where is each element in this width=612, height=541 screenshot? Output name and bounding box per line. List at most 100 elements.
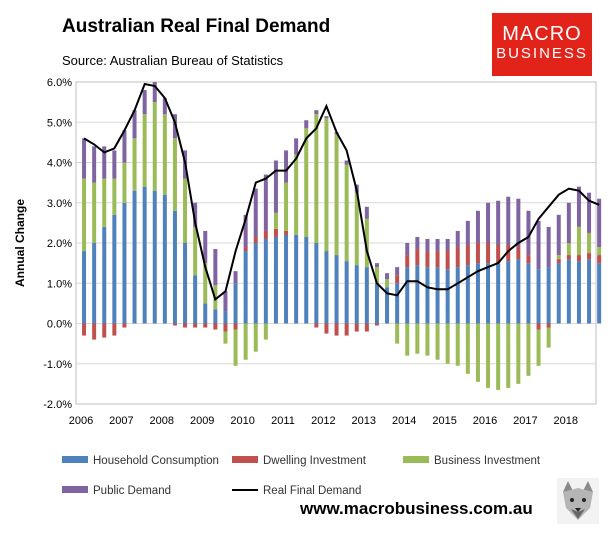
bar-business [445,323,450,364]
bar-dwelling [395,275,400,284]
bar-household [435,267,440,324]
bar-public [465,220,470,246]
bar-business [162,114,167,195]
bar-business [82,178,87,252]
bar-business [425,323,430,356]
x-tick-label: 2017 [513,415,537,427]
bar-business [324,118,329,252]
bar-business [435,323,440,360]
bar-business [354,192,359,266]
bar-household [445,269,450,324]
bar-household [395,283,400,324]
bar-business [142,114,147,187]
bar-household [576,261,581,324]
bar-dwelling [92,323,97,340]
legend-swatch-public [62,486,88,493]
y-tick-label: 2.0% [47,238,72,250]
bar-business [475,323,480,382]
bar-dwelling [435,251,440,268]
bar-dwelling [233,323,238,330]
wolf-mascot-icon [557,478,599,524]
bar-household [405,267,410,324]
bar-business [243,323,248,360]
bar-business [455,323,460,366]
bar-household [536,269,541,324]
x-tick-label: 2009 [190,415,214,427]
bar-public [516,198,521,248]
legend-label: Dwelling Investment [263,455,367,467]
x-tick-label: 2012 [311,415,335,427]
y-tick-label: 1.0% [47,278,72,290]
bar-business [122,162,127,203]
bar-household [193,275,198,324]
bar-household [364,267,369,324]
footer-url[interactable]: www.macrobusiness.com.au [300,499,533,518]
bar-business [587,232,592,254]
bar-business [385,279,390,288]
bar-public [82,138,87,179]
bar-public [142,90,147,115]
bar-household [213,309,218,324]
y-axis-label: Annual Change [13,199,27,287]
bar-business [556,255,561,260]
bar-business [405,323,410,356]
bar-household [334,255,339,324]
y-tick-label: 3.0% [47,198,72,210]
y-tick-label: 4.0% [47,158,72,170]
bar-public [435,238,440,252]
bar-dwelling [374,323,379,326]
x-tick-label: 2016 [473,415,497,427]
bar-public [597,198,602,248]
bar-household [142,186,147,324]
bar-public [284,150,289,183]
bar-business [496,323,501,390]
bar-household [183,243,188,324]
bar-business [183,178,188,243]
bar-dwelling [425,251,430,268]
bar-public [385,273,390,280]
bar-dwelling [465,245,470,266]
bar-household [526,263,531,324]
bar-household [243,251,248,324]
bar-public [405,243,410,256]
bar-household [82,251,87,324]
bar-dwelling [102,323,107,338]
bar-household [587,259,592,324]
bar-dwelling [203,323,208,328]
bar-household [294,234,299,324]
bar-household [314,243,319,324]
bar-public [576,186,581,227]
x-tick-label: 2007 [109,415,133,427]
bar-dwelling [475,243,480,264]
bar-public [546,226,551,268]
bar-household [425,267,430,324]
bar-dwelling [183,323,188,328]
bar-public [496,200,501,246]
bar-household [162,194,167,324]
bar-business [516,323,521,384]
bar-public [294,138,299,155]
bar-dwelling [82,323,87,336]
bar-household [273,236,278,324]
y-tick-label: 0.0% [47,319,72,331]
bar-public [526,210,531,256]
legend-swatch-dwelling [232,456,258,463]
x-tick-label: 2014 [392,415,416,427]
bar-business [152,102,157,191]
bar-public [304,120,309,129]
bar-public [324,116,329,119]
bar-public [203,230,208,264]
bar-household [496,263,501,324]
bar-household [132,190,137,324]
bar-business [253,323,258,352]
bar-public [193,202,198,227]
bar-dwelling [354,323,359,332]
bar-public [112,150,117,179]
bar-dwelling [193,323,198,328]
bar-dwelling [536,323,541,330]
bar-public [253,188,258,237]
bar-household [556,263,561,324]
bar-dwelling [122,323,127,328]
bar-household [506,261,511,324]
